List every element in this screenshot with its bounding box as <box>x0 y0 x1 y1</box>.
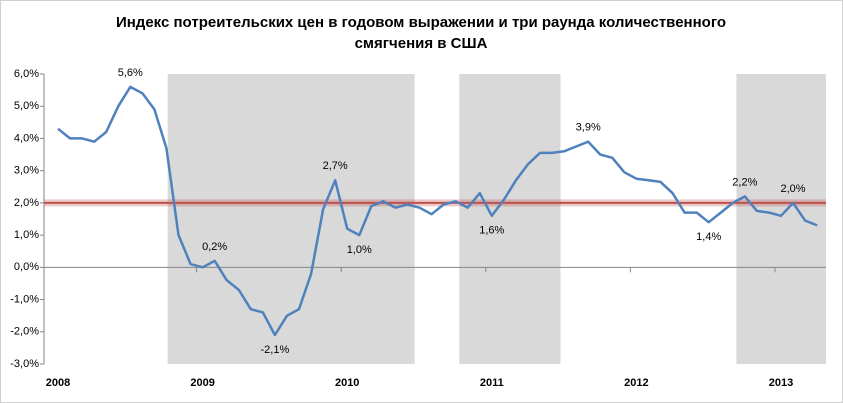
shaded-period <box>736 74 826 364</box>
data-label: 0,2% <box>202 241 227 253</box>
data-label: 2,0% <box>781 183 806 195</box>
y-tick-label: 5,0% <box>14 100 39 112</box>
x-tick-label: 2010 <box>335 377 359 389</box>
data-label: 2,7% <box>323 160 348 172</box>
x-tick-label: 2011 <box>480 377 504 389</box>
x-tick-label: 2012 <box>624 377 648 389</box>
y-tick-label: -2,0% <box>10 326 39 338</box>
data-label: 3,9% <box>576 122 601 134</box>
x-tick-label: 2008 <box>46 377 70 389</box>
data-line <box>57 85 818 337</box>
data-label: 1,4% <box>696 231 721 243</box>
data-label: 1,0% <box>347 244 372 256</box>
y-tick-label: 3,0% <box>14 165 39 177</box>
x-tick-label: 2009 <box>190 377 214 389</box>
y-tick-label: 4,0% <box>14 132 39 144</box>
chart-title: смягчения в США <box>355 35 488 52</box>
shaded-period <box>167 74 415 364</box>
data-label: 5,6% <box>118 67 143 79</box>
y-tick-label: -1,0% <box>10 293 39 305</box>
data-label: 2,2% <box>732 176 757 188</box>
y-tick-label: 1,0% <box>14 229 39 241</box>
y-tick-label: 0,0% <box>14 261 39 273</box>
data-label: -2,1% <box>261 344 290 356</box>
y-tick-label: 2,0% <box>14 197 39 209</box>
y-tick-label: -3,0% <box>10 358 39 370</box>
chart-title: Индекс потреительских цен в годовом выра… <box>116 14 726 31</box>
data-label: 1,6% <box>479 225 504 237</box>
y-tick-label: 6,0% <box>14 68 39 80</box>
shaded-period <box>459 74 561 364</box>
x-tick-label: 2013 <box>769 377 793 389</box>
